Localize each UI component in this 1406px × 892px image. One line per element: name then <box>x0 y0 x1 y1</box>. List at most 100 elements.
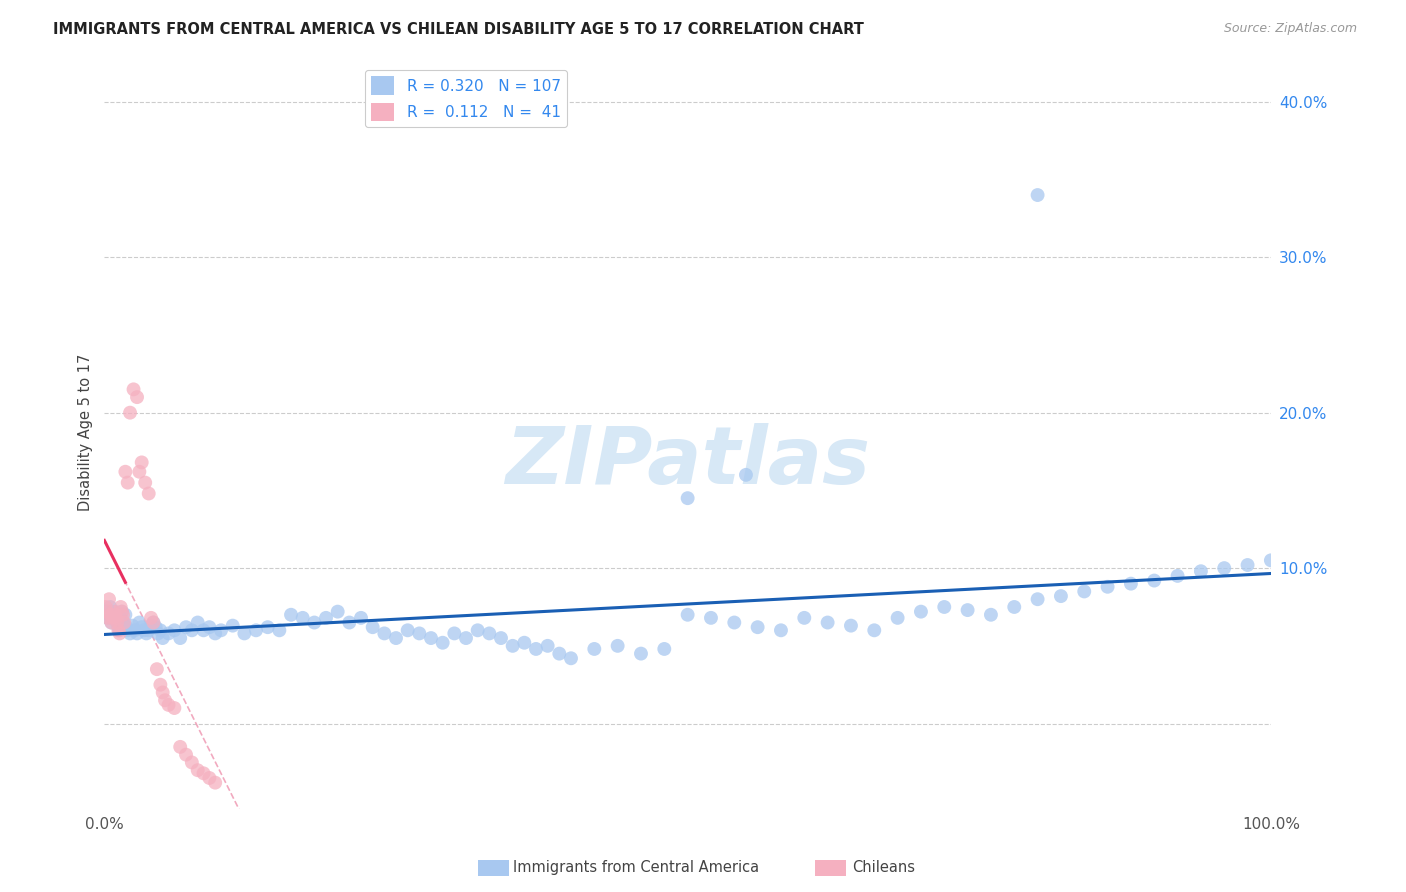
Point <box>747 620 769 634</box>
Point <box>97 611 120 625</box>
Point <box>524 642 547 657</box>
Point <box>98 607 121 622</box>
Point <box>280 607 302 622</box>
Point <box>163 624 186 638</box>
Point <box>125 390 148 404</box>
Point <box>373 626 395 640</box>
Point <box>114 465 136 479</box>
Point <box>108 624 131 638</box>
Point <box>112 607 135 622</box>
Point <box>110 599 132 614</box>
Point <box>502 639 524 653</box>
Point <box>124 624 146 638</box>
Point <box>537 639 560 653</box>
Point <box>100 615 122 630</box>
Point <box>131 455 153 469</box>
Point <box>863 624 886 638</box>
Point <box>112 618 135 632</box>
Point <box>204 626 226 640</box>
Text: ZIPatlas: ZIPatlas <box>505 424 870 501</box>
Point <box>315 611 337 625</box>
Text: Chileans: Chileans <box>852 861 915 875</box>
Point <box>198 620 221 634</box>
Point <box>467 624 489 638</box>
Text: Immigrants from Central America: Immigrants from Central America <box>513 861 759 875</box>
Point <box>326 605 349 619</box>
Point <box>1189 564 1212 578</box>
Point <box>121 618 143 632</box>
Point <box>723 615 745 630</box>
Point <box>1236 558 1258 572</box>
Point <box>132 624 155 638</box>
Point <box>128 465 150 479</box>
Point <box>111 605 134 619</box>
Point <box>583 642 606 657</box>
Point <box>169 631 191 645</box>
Point <box>1097 580 1119 594</box>
Point <box>105 615 128 630</box>
Point <box>1260 553 1282 567</box>
Legend: R = 0.320   N = 107, R =  0.112   N =  41: R = 0.320 N = 107, R = 0.112 N = 41 <box>366 70 567 128</box>
Point <box>180 624 202 638</box>
Point <box>152 631 174 645</box>
Point <box>100 615 122 630</box>
Point <box>1119 576 1142 591</box>
Point <box>174 620 197 634</box>
Point <box>193 766 215 780</box>
Point <box>96 605 118 619</box>
Point <box>112 615 135 630</box>
Point <box>193 624 215 638</box>
Point <box>291 611 314 625</box>
Point <box>1026 592 1049 607</box>
Point <box>101 611 124 625</box>
Point <box>408 626 430 640</box>
Text: Source: ZipAtlas.com: Source: ZipAtlas.com <box>1223 22 1357 36</box>
Point <box>135 626 157 640</box>
Y-axis label: Disability Age 5 to 17: Disability Age 5 to 17 <box>79 353 93 511</box>
Point <box>630 647 652 661</box>
Point <box>122 382 145 396</box>
Point <box>111 605 134 619</box>
Point <box>198 771 221 785</box>
Point <box>222 618 245 632</box>
Point <box>142 615 165 630</box>
Point <box>103 607 125 622</box>
Point <box>269 624 291 638</box>
Point <box>110 611 132 625</box>
Point <box>839 618 862 632</box>
Point <box>817 615 839 630</box>
Point <box>256 620 278 634</box>
Point <box>138 624 160 638</box>
Point <box>1026 188 1049 202</box>
Point <box>396 624 419 638</box>
Point <box>1002 599 1025 614</box>
Point <box>513 636 536 650</box>
Point <box>152 685 174 699</box>
Point <box>793 611 815 625</box>
Point <box>233 626 256 640</box>
Point <box>385 631 408 645</box>
Point <box>1143 574 1166 588</box>
Point <box>149 624 172 638</box>
Point <box>910 605 932 619</box>
Point <box>163 701 186 715</box>
Point <box>96 605 118 619</box>
Point <box>108 626 131 640</box>
Point <box>606 639 628 653</box>
Point <box>105 611 128 625</box>
Point <box>98 592 121 607</box>
Point <box>187 615 209 630</box>
Point <box>420 631 443 645</box>
Point <box>934 599 956 614</box>
Text: IMMIGRANTS FROM CENTRAL AMERICA VS CHILEAN DISABILITY AGE 5 TO 17 CORRELATION CH: IMMIGRANTS FROM CENTRAL AMERICA VS CHILE… <box>53 22 865 37</box>
Point <box>169 739 191 754</box>
Point <box>139 618 162 632</box>
Point <box>112 615 135 630</box>
Point <box>769 624 792 638</box>
Point <box>1213 561 1236 575</box>
Point <box>676 607 699 622</box>
Point <box>886 611 908 625</box>
Point <box>1073 584 1095 599</box>
Point <box>209 624 232 638</box>
Point <box>548 647 571 661</box>
